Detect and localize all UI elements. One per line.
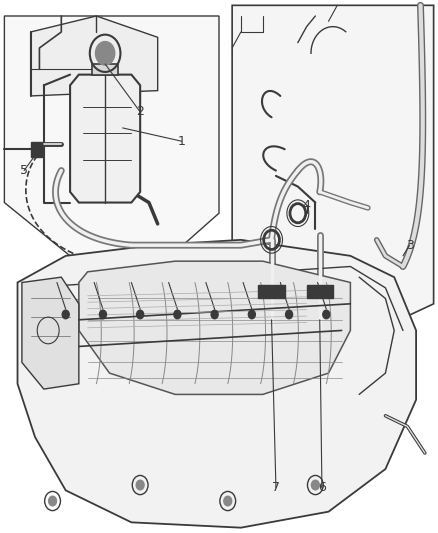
Polygon shape [92, 64, 118, 75]
Circle shape [49, 496, 57, 506]
Text: 1: 1 [178, 135, 186, 148]
Circle shape [99, 310, 106, 319]
Polygon shape [18, 240, 416, 528]
Circle shape [224, 496, 232, 506]
Bar [31, 142, 42, 157]
Text: 6: 6 [318, 481, 326, 494]
Text: 2: 2 [136, 106, 144, 118]
Circle shape [248, 310, 255, 319]
Circle shape [62, 310, 69, 319]
Bar [258, 285, 285, 298]
Text: 7: 7 [272, 481, 280, 494]
Polygon shape [31, 16, 158, 96]
Polygon shape [4, 16, 219, 298]
Circle shape [137, 310, 144, 319]
Circle shape [174, 310, 181, 319]
Text: 4: 4 [303, 199, 311, 212]
Circle shape [286, 310, 293, 319]
Circle shape [136, 480, 144, 490]
Circle shape [95, 42, 115, 65]
Circle shape [323, 310, 330, 319]
Text: 5: 5 [20, 164, 28, 177]
Polygon shape [70, 75, 140, 203]
Text: 3: 3 [406, 239, 413, 252]
Polygon shape [22, 277, 79, 389]
Bar [307, 285, 333, 298]
Circle shape [211, 310, 218, 319]
Polygon shape [232, 5, 434, 330]
Polygon shape [79, 261, 350, 394]
Circle shape [311, 480, 319, 490]
